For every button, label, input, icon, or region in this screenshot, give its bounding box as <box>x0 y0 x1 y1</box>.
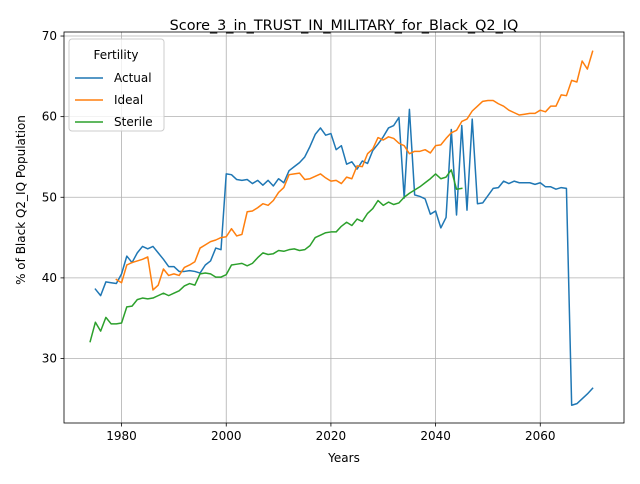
y-tick-label: 70 <box>42 29 57 43</box>
legend-entries: Actual Ideal Sterile <box>75 71 153 129</box>
y-tick-label: 40 <box>42 271 57 285</box>
legend-frame <box>68 38 165 132</box>
legend-label-ideal: Ideal <box>114 93 143 107</box>
x-tick-label: 1980 <box>106 429 137 443</box>
plot-frame <box>63 31 625 424</box>
series-line-ideal <box>115 50 594 291</box>
x-tick-label: 2000 <box>211 429 242 443</box>
series-line-actual <box>94 108 594 407</box>
x-axis-label: Years <box>327 451 360 465</box>
x-tick-label: 2020 <box>316 429 347 443</box>
chart-title: Score_3_in_TRUST_IN_MILITARY_for_Black_Q… <box>170 18 519 34</box>
y-axis-ticks: 30 40 50 60 70 <box>42 29 64 366</box>
x-tick-label: 2060 <box>525 429 556 443</box>
legend: Fertility Actual Ideal Sterile <box>68 38 165 132</box>
legend-title: Fertility <box>93 48 138 62</box>
y-tick-label: 50 <box>42 190 57 204</box>
y-axis-label: % of Black Q2_IQ Population <box>14 115 28 285</box>
series-lines <box>89 50 594 407</box>
x-tick-label: 2040 <box>420 429 451 443</box>
series-line-sterile <box>89 169 463 343</box>
y-tick-label: 30 <box>42 352 57 366</box>
legend-label-actual: Actual <box>114 71 152 85</box>
x-axis-ticks: 1980 2000 2020 2040 2060 <box>106 423 556 443</box>
legend-label-sterile: Sterile <box>114 115 153 129</box>
y-tick-label: 60 <box>42 110 57 124</box>
